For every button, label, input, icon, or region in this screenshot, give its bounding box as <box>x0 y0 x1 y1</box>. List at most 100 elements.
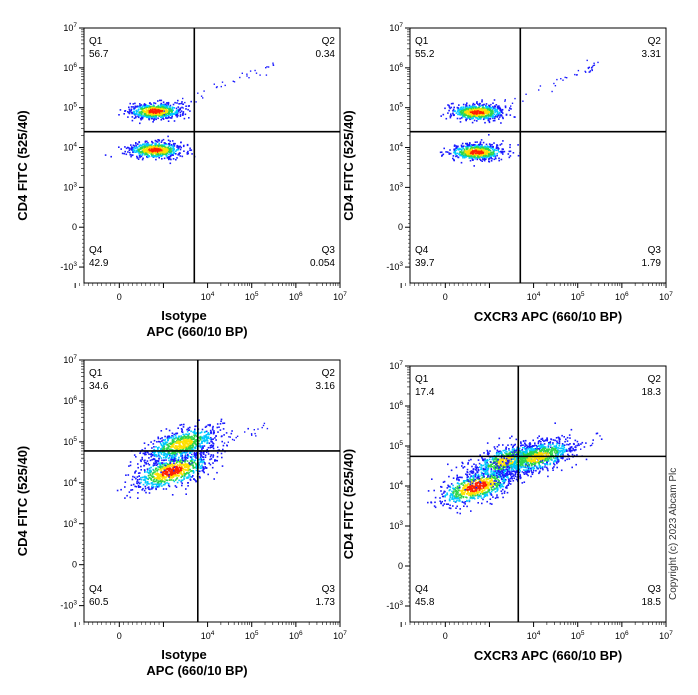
quadrant-label-q1: Q1 <box>415 36 429 47</box>
x-tick-label: 0 <box>443 292 448 302</box>
quadrant-label-q2: Q2 <box>322 36 336 47</box>
quadrant-value-q1: 34.6 <box>89 381 109 392</box>
y-axis-title: CD4 FITC (525/40) <box>341 110 356 221</box>
quadrant-value-q2: 3.16 <box>316 381 336 392</box>
quadrant-label-q2: Q2 <box>648 36 662 47</box>
quadrant-value-q3: 18.5 <box>642 597 662 608</box>
events-layer <box>104 62 275 165</box>
x-tick-label: 104 <box>201 291 215 302</box>
flow-panel-3: Q1 34.6 Q2 3.16 Q3 1.73 Q4 60.5 -103 0 103 104 105 10… <box>15 354 347 678</box>
quadrant-value-q1: 55.2 <box>415 49 435 60</box>
quadrant-value-q2: 18.3 <box>642 387 662 398</box>
quadrant-value-q4: 39.7 <box>415 258 435 269</box>
y-tick-label: 0 <box>398 561 403 571</box>
quadrant-value-q3: 1.79 <box>642 258 662 269</box>
quadrant-label-q4: Q4 <box>89 245 103 256</box>
events-layer <box>427 422 603 515</box>
y-tick-label: 105 <box>389 102 403 113</box>
y-tick-label: 106 <box>389 62 403 73</box>
events-layer <box>439 59 599 167</box>
quadrant-value-q2: 3.31 <box>642 49 662 60</box>
y-tick-label: 107 <box>389 22 403 33</box>
y-tick-label: 105 <box>63 436 77 447</box>
quadrant-label-q4: Q4 <box>415 245 429 256</box>
y-tick-label: 0 <box>72 222 77 232</box>
plot-frame <box>409 27 667 284</box>
y-axis-title: CD4 FITC (525/40) <box>15 110 30 221</box>
y-tick-label: 107 <box>63 22 77 33</box>
copyright-text: Copyright (c) 2023 Abcam Plc <box>668 467 679 600</box>
flow-panel-2: Q1 55.2 Q2 3.31 Q3 1.79 Q4 39.7 -103 0 103 104 105 10… <box>341 22 673 324</box>
quadrant-value-q1: 17.4 <box>415 387 435 398</box>
quadrant-value-q3: 1.73 <box>316 597 336 608</box>
x-tick-label: 105 <box>571 630 585 641</box>
events-layer <box>116 418 269 499</box>
y-axis: -103 0 103 104 105 106 107 <box>386 360 410 611</box>
x-axis-title: CXCR3 APC (660/10 BP) <box>474 648 622 663</box>
y-axis: -103 0 103 104 105 106 107 <box>60 354 84 611</box>
x-axis: 0 104 105 106 107 <box>400 283 673 302</box>
y-tick-label: -103 <box>60 261 77 272</box>
plot-frame <box>83 27 341 284</box>
x-tick-label: 106 <box>289 630 303 641</box>
x-axis-title: Isotype APC (660/10 BP) <box>146 308 247 339</box>
quadrant-label-q3: Q3 <box>322 584 336 595</box>
x-tick-label: 0 <box>117 292 122 302</box>
y-axis-title: CD4 FITC (525/40) <box>341 449 356 560</box>
x-tick-label: 104 <box>527 291 541 302</box>
y-tick-label: 106 <box>63 62 77 73</box>
y-tick-label: 107 <box>63 354 77 365</box>
x-tick-label: 0 <box>117 631 122 641</box>
x-tick-label: 107 <box>333 630 347 641</box>
y-tick-label: 103 <box>389 181 403 192</box>
quadrant-value-q4: 60.5 <box>89 597 109 608</box>
x-tick-label: 107 <box>659 630 673 641</box>
y-tick-label: 0 <box>398 222 403 232</box>
quadrant-label-q4: Q4 <box>89 584 103 595</box>
y-axis-title: CD4 FITC (525/40) <box>15 446 30 557</box>
x-tick-label: 105 <box>571 291 585 302</box>
x-axis: 0 104 105 106 107 <box>74 622 347 641</box>
x-tick-label: 104 <box>527 630 541 641</box>
x-tick-label: 106 <box>615 630 629 641</box>
x-axis-title: Isotype APC (660/10 BP) <box>146 647 247 678</box>
quadrant-value-q1: 56.7 <box>89 49 109 60</box>
x-tick-label: 104 <box>201 630 215 641</box>
y-tick-label: 104 <box>389 142 403 153</box>
x-tick-label: 105 <box>245 291 259 302</box>
quadrant-label-q1: Q1 <box>89 36 103 47</box>
plot-frame <box>83 359 341 623</box>
y-tick-label: 104 <box>63 142 77 153</box>
y-tick-label: -103 <box>386 600 403 611</box>
y-tick-label: 104 <box>63 477 77 488</box>
quadrant-label-q3: Q3 <box>648 584 662 595</box>
x-tick-label: 106 <box>289 291 303 302</box>
quadrant-label-q1: Q1 <box>89 368 103 379</box>
y-tick-label: 103 <box>389 520 403 531</box>
flow-panel-4: Q1 17.4 Q2 18.3 Q3 18.5 Q4 45.8 -103 0 103 104 105 10… <box>341 360 673 663</box>
y-tick-label: 103 <box>63 518 77 529</box>
quadrant-label-q2: Q2 <box>648 374 662 385</box>
y-tick-label: 106 <box>389 400 403 411</box>
quadrant-value-q2: 0.34 <box>316 49 336 60</box>
quadrant-label-q2: Q2 <box>322 368 336 379</box>
y-tick-label: -103 <box>60 600 77 611</box>
x-tick-label: 107 <box>659 291 673 302</box>
x-axis: 0 104 105 106 107 <box>400 622 673 641</box>
y-tick-label: 104 <box>389 480 403 491</box>
y-tick-label: 0 <box>72 560 77 570</box>
plot-frame <box>409 365 667 623</box>
x-tick-label: 0 <box>443 631 448 641</box>
y-tick-label: 103 <box>63 181 77 192</box>
quadrant-value-q4: 45.8 <box>415 597 435 608</box>
x-axis: 0 104 105 106 107 <box>74 283 347 302</box>
y-tick-label: -103 <box>386 261 403 272</box>
quadrant-label-q3: Q3 <box>648 245 662 256</box>
y-tick-label: 105 <box>389 440 403 451</box>
x-tick-label: 105 <box>245 630 259 641</box>
x-tick-label: 107 <box>333 291 347 302</box>
y-tick-label: 105 <box>63 102 77 113</box>
y-axis: -103 0 103 104 105 106 107 <box>386 22 410 272</box>
y-tick-label: 107 <box>389 360 403 371</box>
